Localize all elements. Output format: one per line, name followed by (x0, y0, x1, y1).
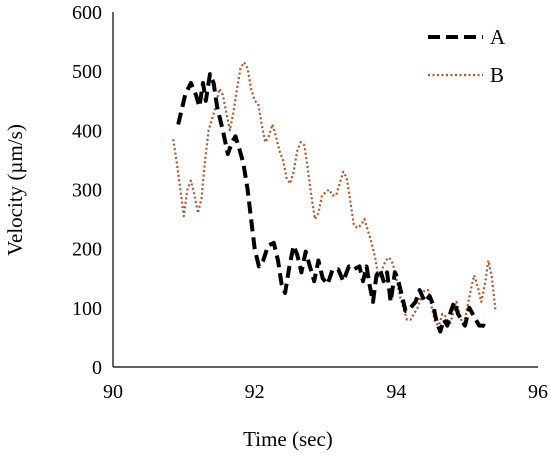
x-axis-title: Time (sec) (243, 427, 333, 451)
y-tick-label: 600 (72, 2, 102, 24)
legend: A B (428, 25, 506, 87)
series-line-b (172, 61, 497, 327)
x-tick-label: 96 (528, 381, 548, 403)
x-tick-labels: 90 92 94 96 (103, 381, 548, 403)
y-axis-title: Velocity (µm/s) (3, 124, 27, 256)
x-tick-label: 90 (103, 381, 123, 403)
y-tick-label: 400 (72, 120, 102, 142)
y-tick-label: 100 (72, 298, 102, 320)
y-tick-labels: 0 100 200 300 400 500 600 (72, 2, 102, 379)
plot-area: 90 92 94 96 0 100 200 300 400 500 600 (72, 2, 548, 403)
legend-item-b: B (428, 63, 504, 87)
x-tick-label: 94 (386, 381, 406, 403)
y-tick-label: 200 (72, 239, 102, 261)
y-tick-label: 0 (92, 357, 102, 379)
legend-item-a: A (428, 25, 506, 49)
x-tick-label: 92 (245, 381, 265, 403)
y-tick-label: 500 (72, 61, 102, 83)
legend-label-a: A (490, 25, 506, 49)
series-line-a (176, 72, 490, 334)
y-tick-label: 300 (72, 180, 102, 202)
legend-label-b: B (490, 63, 504, 87)
series-layer (172, 61, 497, 334)
